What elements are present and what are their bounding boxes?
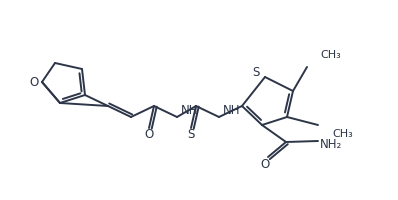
Text: S: S [187,129,195,142]
Text: O: O [144,129,154,142]
Text: O: O [260,158,269,170]
Text: CH₃: CH₃ [320,50,341,60]
Text: CH₃: CH₃ [332,129,353,139]
Text: S: S [252,66,259,79]
Text: NH: NH [181,104,199,117]
Text: NH₂: NH₂ [320,138,342,152]
Text: O: O [29,75,39,88]
Text: NH: NH [223,104,240,117]
